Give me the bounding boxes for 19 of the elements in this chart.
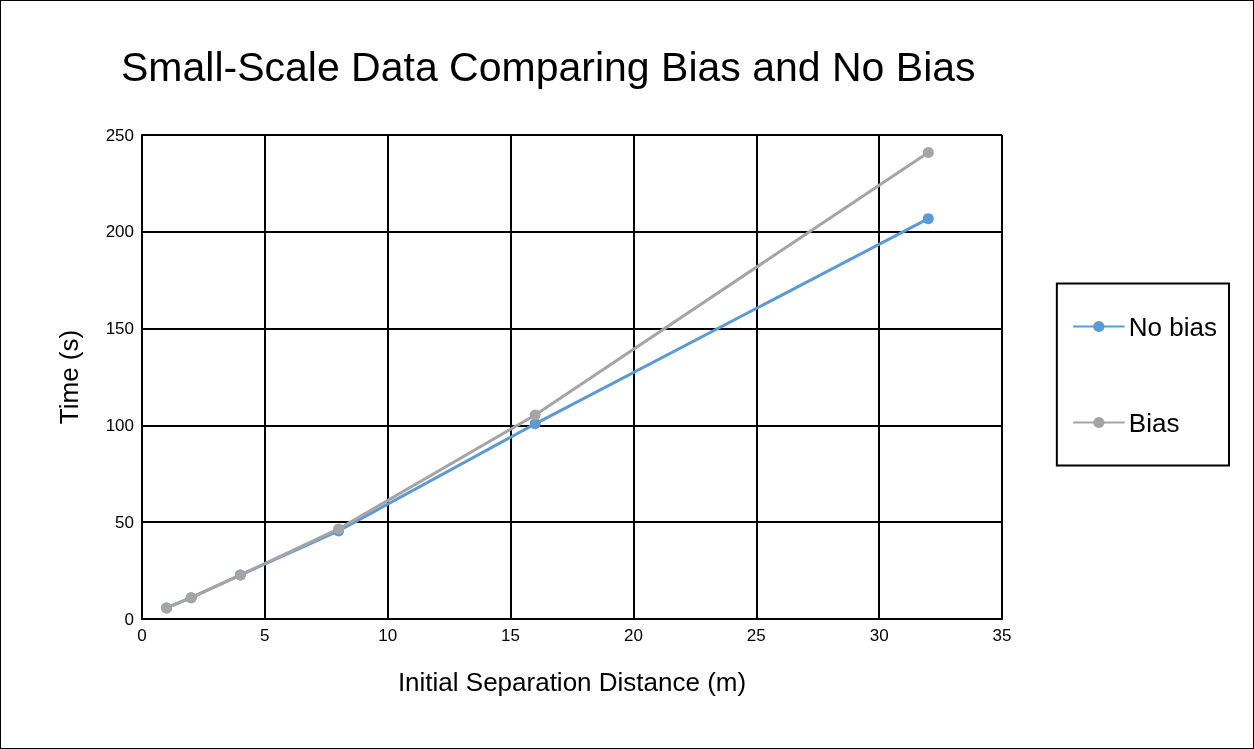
x-axis-title: Initial Separation Distance (m) (397, 667, 747, 697)
y-tick-label: 150 (105, 319, 134, 339)
y-tick-label: 100 (105, 415, 134, 435)
x-tick-label: 25 (746, 626, 766, 645)
y-tick-label: 200 (105, 222, 134, 242)
chart-title: Small-Scale Data Comparing Bias and No Bias (121, 43, 976, 90)
x-tick-label: 15 (501, 626, 521, 645)
y-axis-title: Time (s) (54, 329, 84, 425)
y-tick-label: 250 (105, 125, 134, 145)
x-tick-label: 5 (260, 626, 270, 645)
legend-label: Bias (1128, 407, 1180, 438)
x-tick-label: 20 (623, 626, 643, 645)
y-tick-label: 50 (115, 512, 134, 532)
x-tick-label: 35 (992, 626, 1012, 645)
legend-label: No bias (1128, 311, 1217, 342)
x-tick-label: 10 (378, 626, 398, 645)
x-tick-label: 30 (869, 626, 889, 645)
x-tick-label: 0 (137, 626, 147, 645)
y-tick-label: 0 (124, 609, 134, 629)
